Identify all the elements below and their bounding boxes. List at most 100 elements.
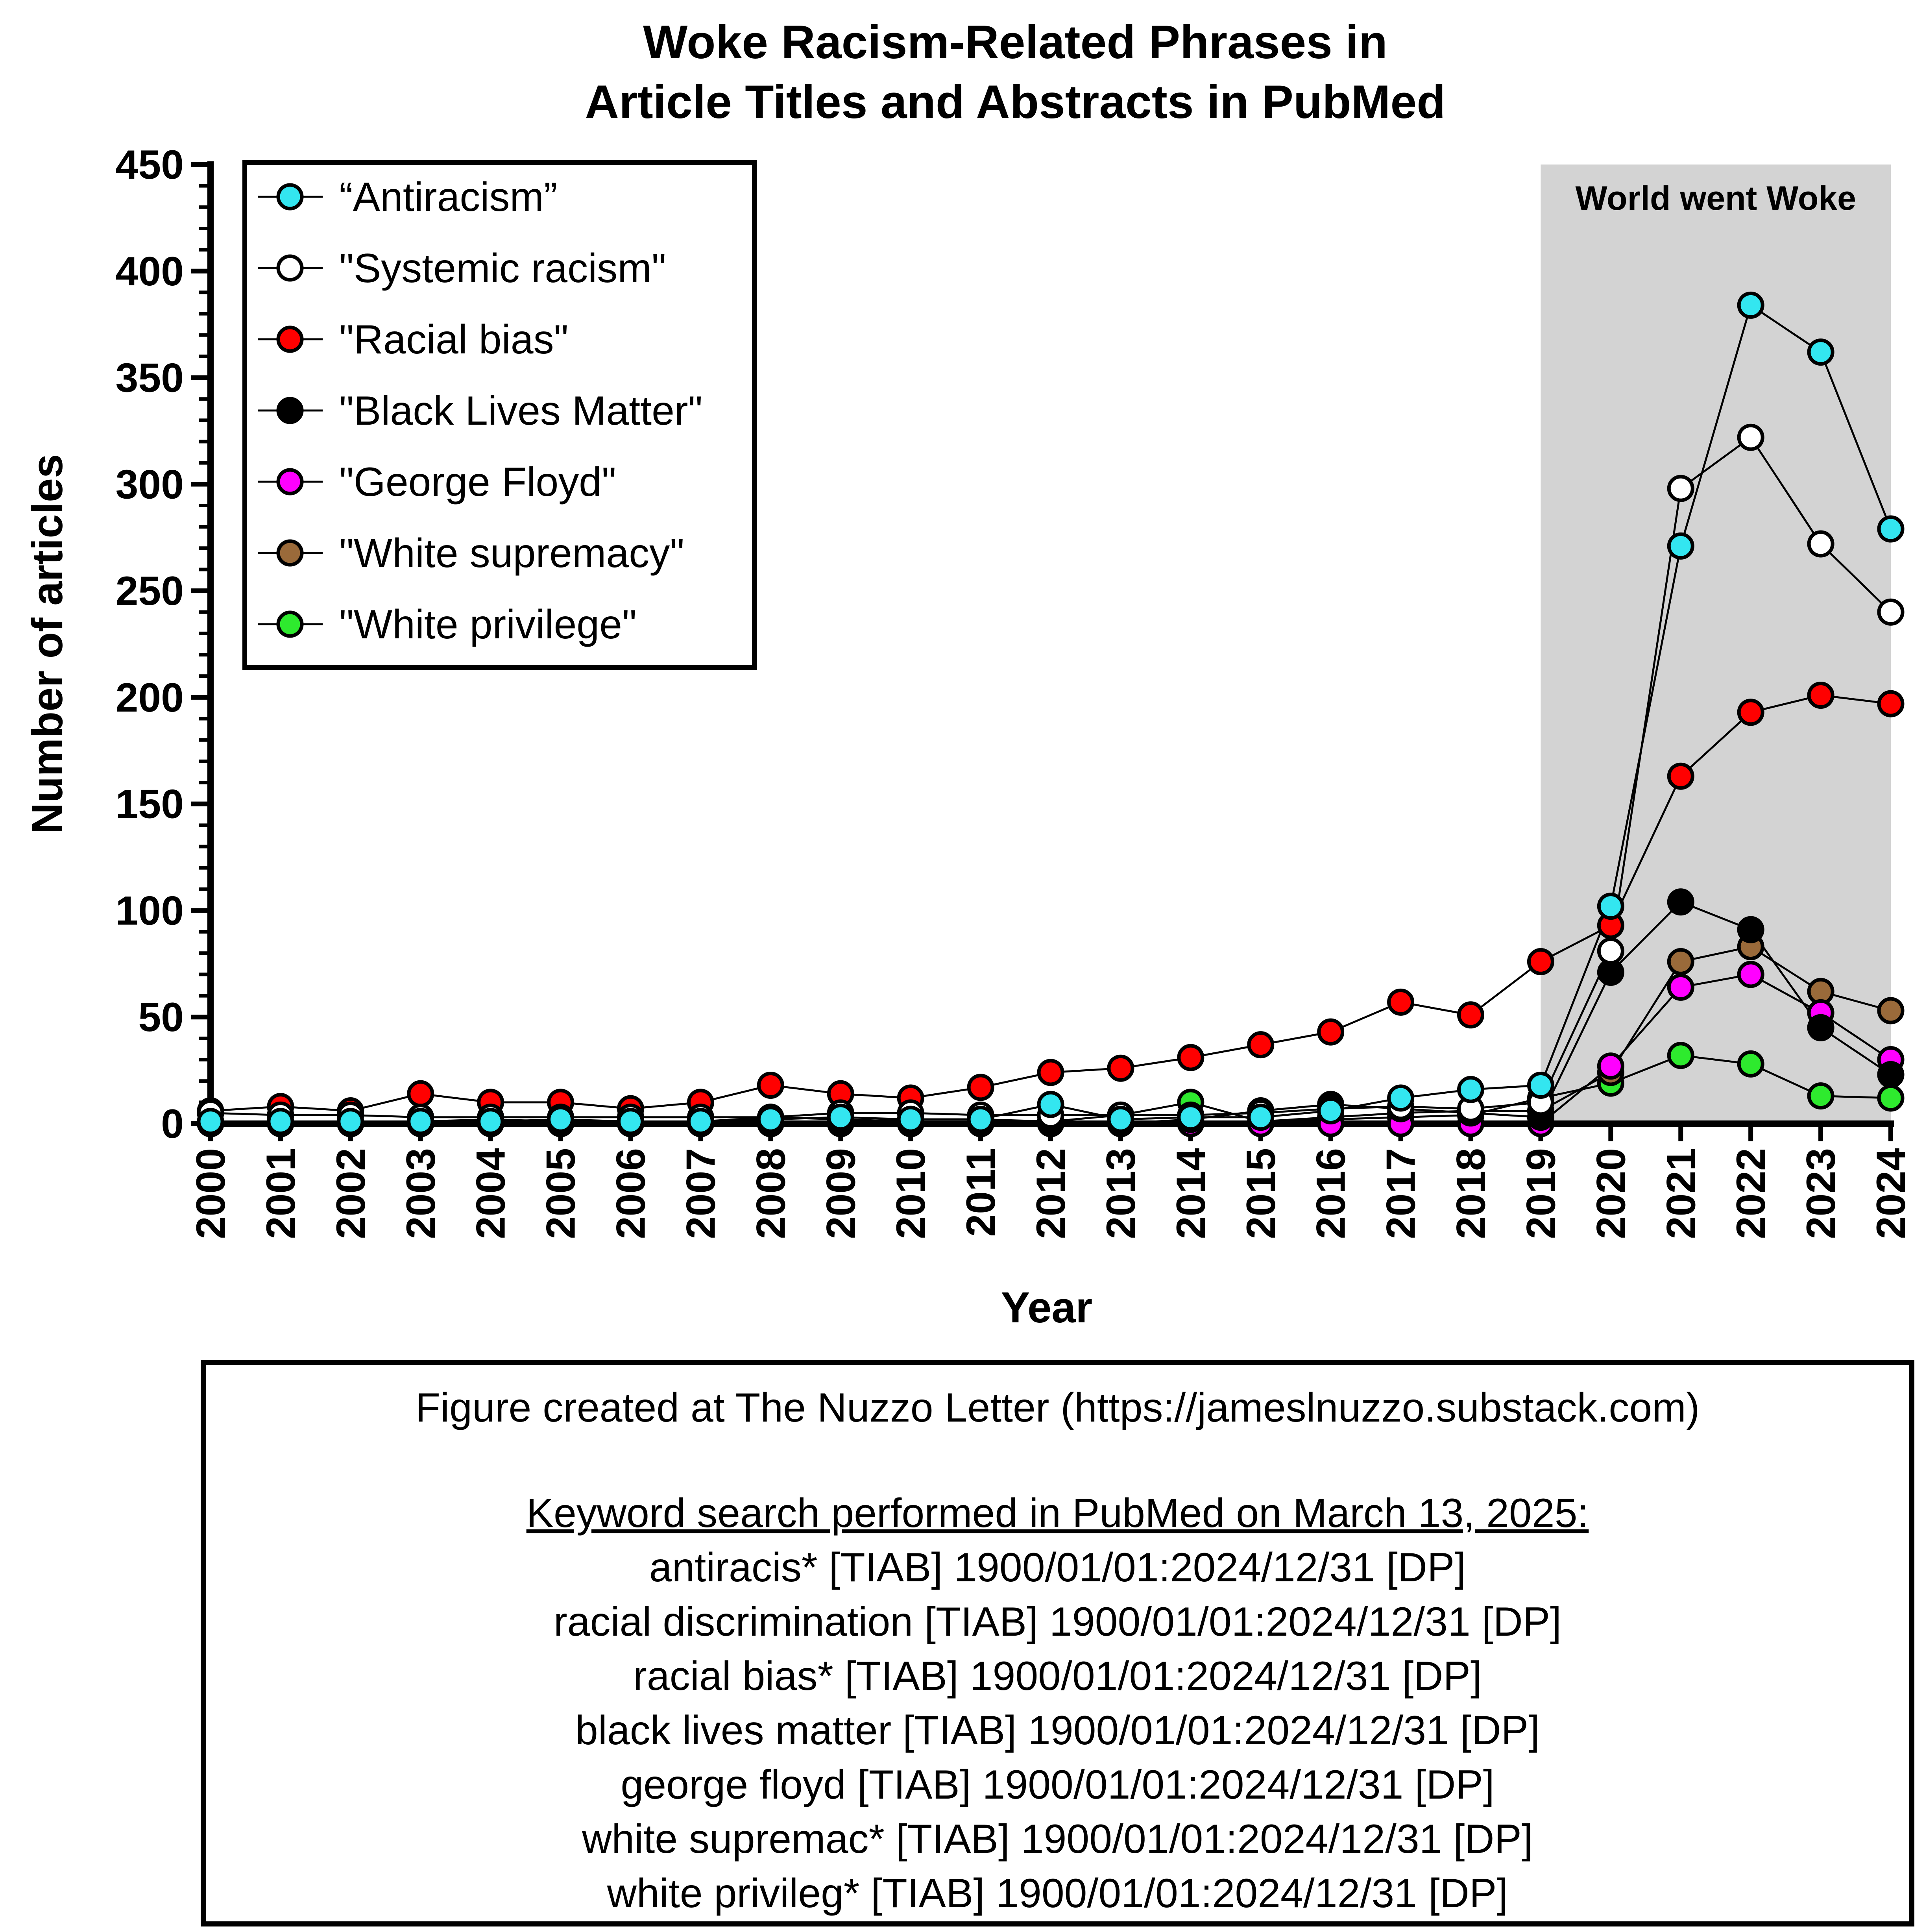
highlight-band	[1541, 165, 1891, 1124]
x-tick-label: 2023	[1798, 1148, 1844, 1239]
data-point	[1737, 916, 1764, 943]
legend-label: "White privilege"	[339, 602, 637, 647]
chart-title-line-1: Woke Racism-Related Phrases in	[643, 16, 1387, 68]
data-point	[1737, 699, 1764, 726]
y-tick-label: 50	[138, 995, 184, 1040]
series-layer	[197, 291, 1905, 1137]
legend-box	[242, 160, 757, 670]
legend-label: "Black Lives Matter"	[339, 388, 702, 434]
data-point	[1877, 997, 1905, 1024]
chart-title-line-2: Article Titles and Abstracts in PubMed	[585, 76, 1445, 128]
y-tick-label: 450	[115, 142, 184, 188]
y-tick-label: 100	[115, 888, 184, 934]
x-tick-label: 2011	[958, 1148, 1004, 1237]
query-line: black lives matter [TIAB] 1900/01/01:202…	[575, 1708, 1540, 1753]
x-tick-label: 2015	[1238, 1148, 1284, 1239]
y-tick-label: 0	[161, 1101, 184, 1147]
data-point	[1597, 1052, 1624, 1080]
data-point	[1877, 690, 1905, 717]
legend-marker	[276, 183, 304, 211]
y-tick-label: 300	[115, 462, 184, 507]
y-tick-label: 400	[115, 249, 184, 294]
legend-label: “Antiracism”	[339, 174, 558, 220]
data-point	[1807, 530, 1834, 558]
x-tick-label: 2002	[328, 1148, 374, 1239]
data-point	[1177, 1044, 1205, 1071]
y-tick-label: 350	[115, 355, 184, 401]
data-point	[1877, 1084, 1905, 1112]
credit-text: Figure created at The Nuzzo Letter (http…	[415, 1385, 1700, 1431]
data-point	[827, 1104, 854, 1131]
legend-marker	[276, 325, 304, 353]
data-point	[1597, 937, 1624, 965]
data-point	[617, 1108, 644, 1135]
x-tick-label: 2016	[1308, 1148, 1354, 1239]
data-point	[1667, 475, 1694, 502]
notes-box: Figure created at The Nuzzo Letter (http…	[201, 1360, 1914, 1926]
data-point	[1457, 1076, 1484, 1103]
y-tick-label: 150	[115, 782, 184, 827]
data-point	[1807, 1014, 1834, 1041]
data-point	[897, 1106, 924, 1133]
y-tick-label: 250	[115, 568, 184, 614]
query-line: racial discrimination [TIAB] 1900/01/01:…	[554, 1599, 1561, 1645]
data-point	[1037, 1091, 1064, 1118]
x-tick-label: 2000	[188, 1148, 234, 1239]
data-point	[1317, 1097, 1345, 1125]
data-point	[1107, 1054, 1134, 1082]
series-markers	[197, 291, 1905, 1135]
data-point	[967, 1106, 994, 1133]
data-point	[1247, 1031, 1275, 1059]
data-point	[687, 1108, 714, 1135]
x-tick-label: 2018	[1448, 1148, 1494, 1239]
data-point	[757, 1106, 784, 1133]
x-tick-label: 2009	[818, 1148, 864, 1239]
x-tick-label: 2017	[1378, 1148, 1424, 1239]
highlight-band-label: World went Woke	[1575, 179, 1856, 217]
legend: “Antiracism” "Systemic racism" "Racial bia…	[242, 160, 757, 670]
query-line: white supremac* [TIAB] 1900/01/01:2024/1…	[582, 1816, 1533, 1862]
x-tick-label: 2004	[468, 1148, 514, 1239]
x-tick-label: 2020	[1588, 1148, 1634, 1239]
data-point	[197, 1108, 224, 1135]
legend-marker	[276, 468, 304, 495]
data-point	[1177, 1104, 1205, 1131]
data-point	[1387, 988, 1415, 1016]
data-point	[1667, 762, 1694, 790]
data-point	[1807, 681, 1834, 709]
data-point	[1597, 893, 1624, 920]
data-point	[1247, 1104, 1275, 1131]
data-point	[407, 1108, 434, 1135]
data-point	[1877, 515, 1905, 543]
x-tick-label: 2022	[1728, 1148, 1774, 1239]
data-point	[1667, 532, 1694, 560]
data-point	[1667, 1042, 1694, 1069]
legend-marker	[276, 397, 304, 424]
query-line: antiracis* [TIAB] 1900/01/01:2024/12/31 …	[649, 1545, 1466, 1590]
legend-marker	[276, 254, 304, 282]
y-tick-label: 200	[115, 675, 184, 721]
x-tick-label: 2010	[888, 1148, 934, 1239]
data-point	[1457, 1001, 1484, 1029]
x-tick-label: 2003	[398, 1148, 444, 1239]
x-axis-title: Year	[1001, 1283, 1092, 1332]
data-point	[1737, 1050, 1764, 1078]
data-point	[1737, 961, 1764, 988]
data-point	[1387, 1084, 1415, 1112]
x-tick-label: 2024	[1868, 1148, 1914, 1239]
query-line: racial bias* [TIAB] 1900/01/01:2024/12/3…	[633, 1653, 1482, 1699]
data-point	[1737, 423, 1764, 451]
data-point	[1317, 1018, 1345, 1046]
x-tick-label: 2005	[538, 1148, 584, 1239]
legend-marker	[276, 610, 304, 638]
x-tick-label: 2008	[748, 1148, 794, 1239]
data-point	[1877, 1061, 1905, 1088]
data-point	[1527, 948, 1554, 975]
x-tick-label: 2013	[1098, 1148, 1144, 1239]
data-point	[337, 1108, 364, 1135]
data-point	[1667, 888, 1694, 916]
data-point	[477, 1108, 504, 1135]
query-line: george floyd [TIAB] 1900/01/01:2024/12/3…	[621, 1762, 1495, 1808]
legend-label: "Systemic racism"	[339, 246, 666, 291]
